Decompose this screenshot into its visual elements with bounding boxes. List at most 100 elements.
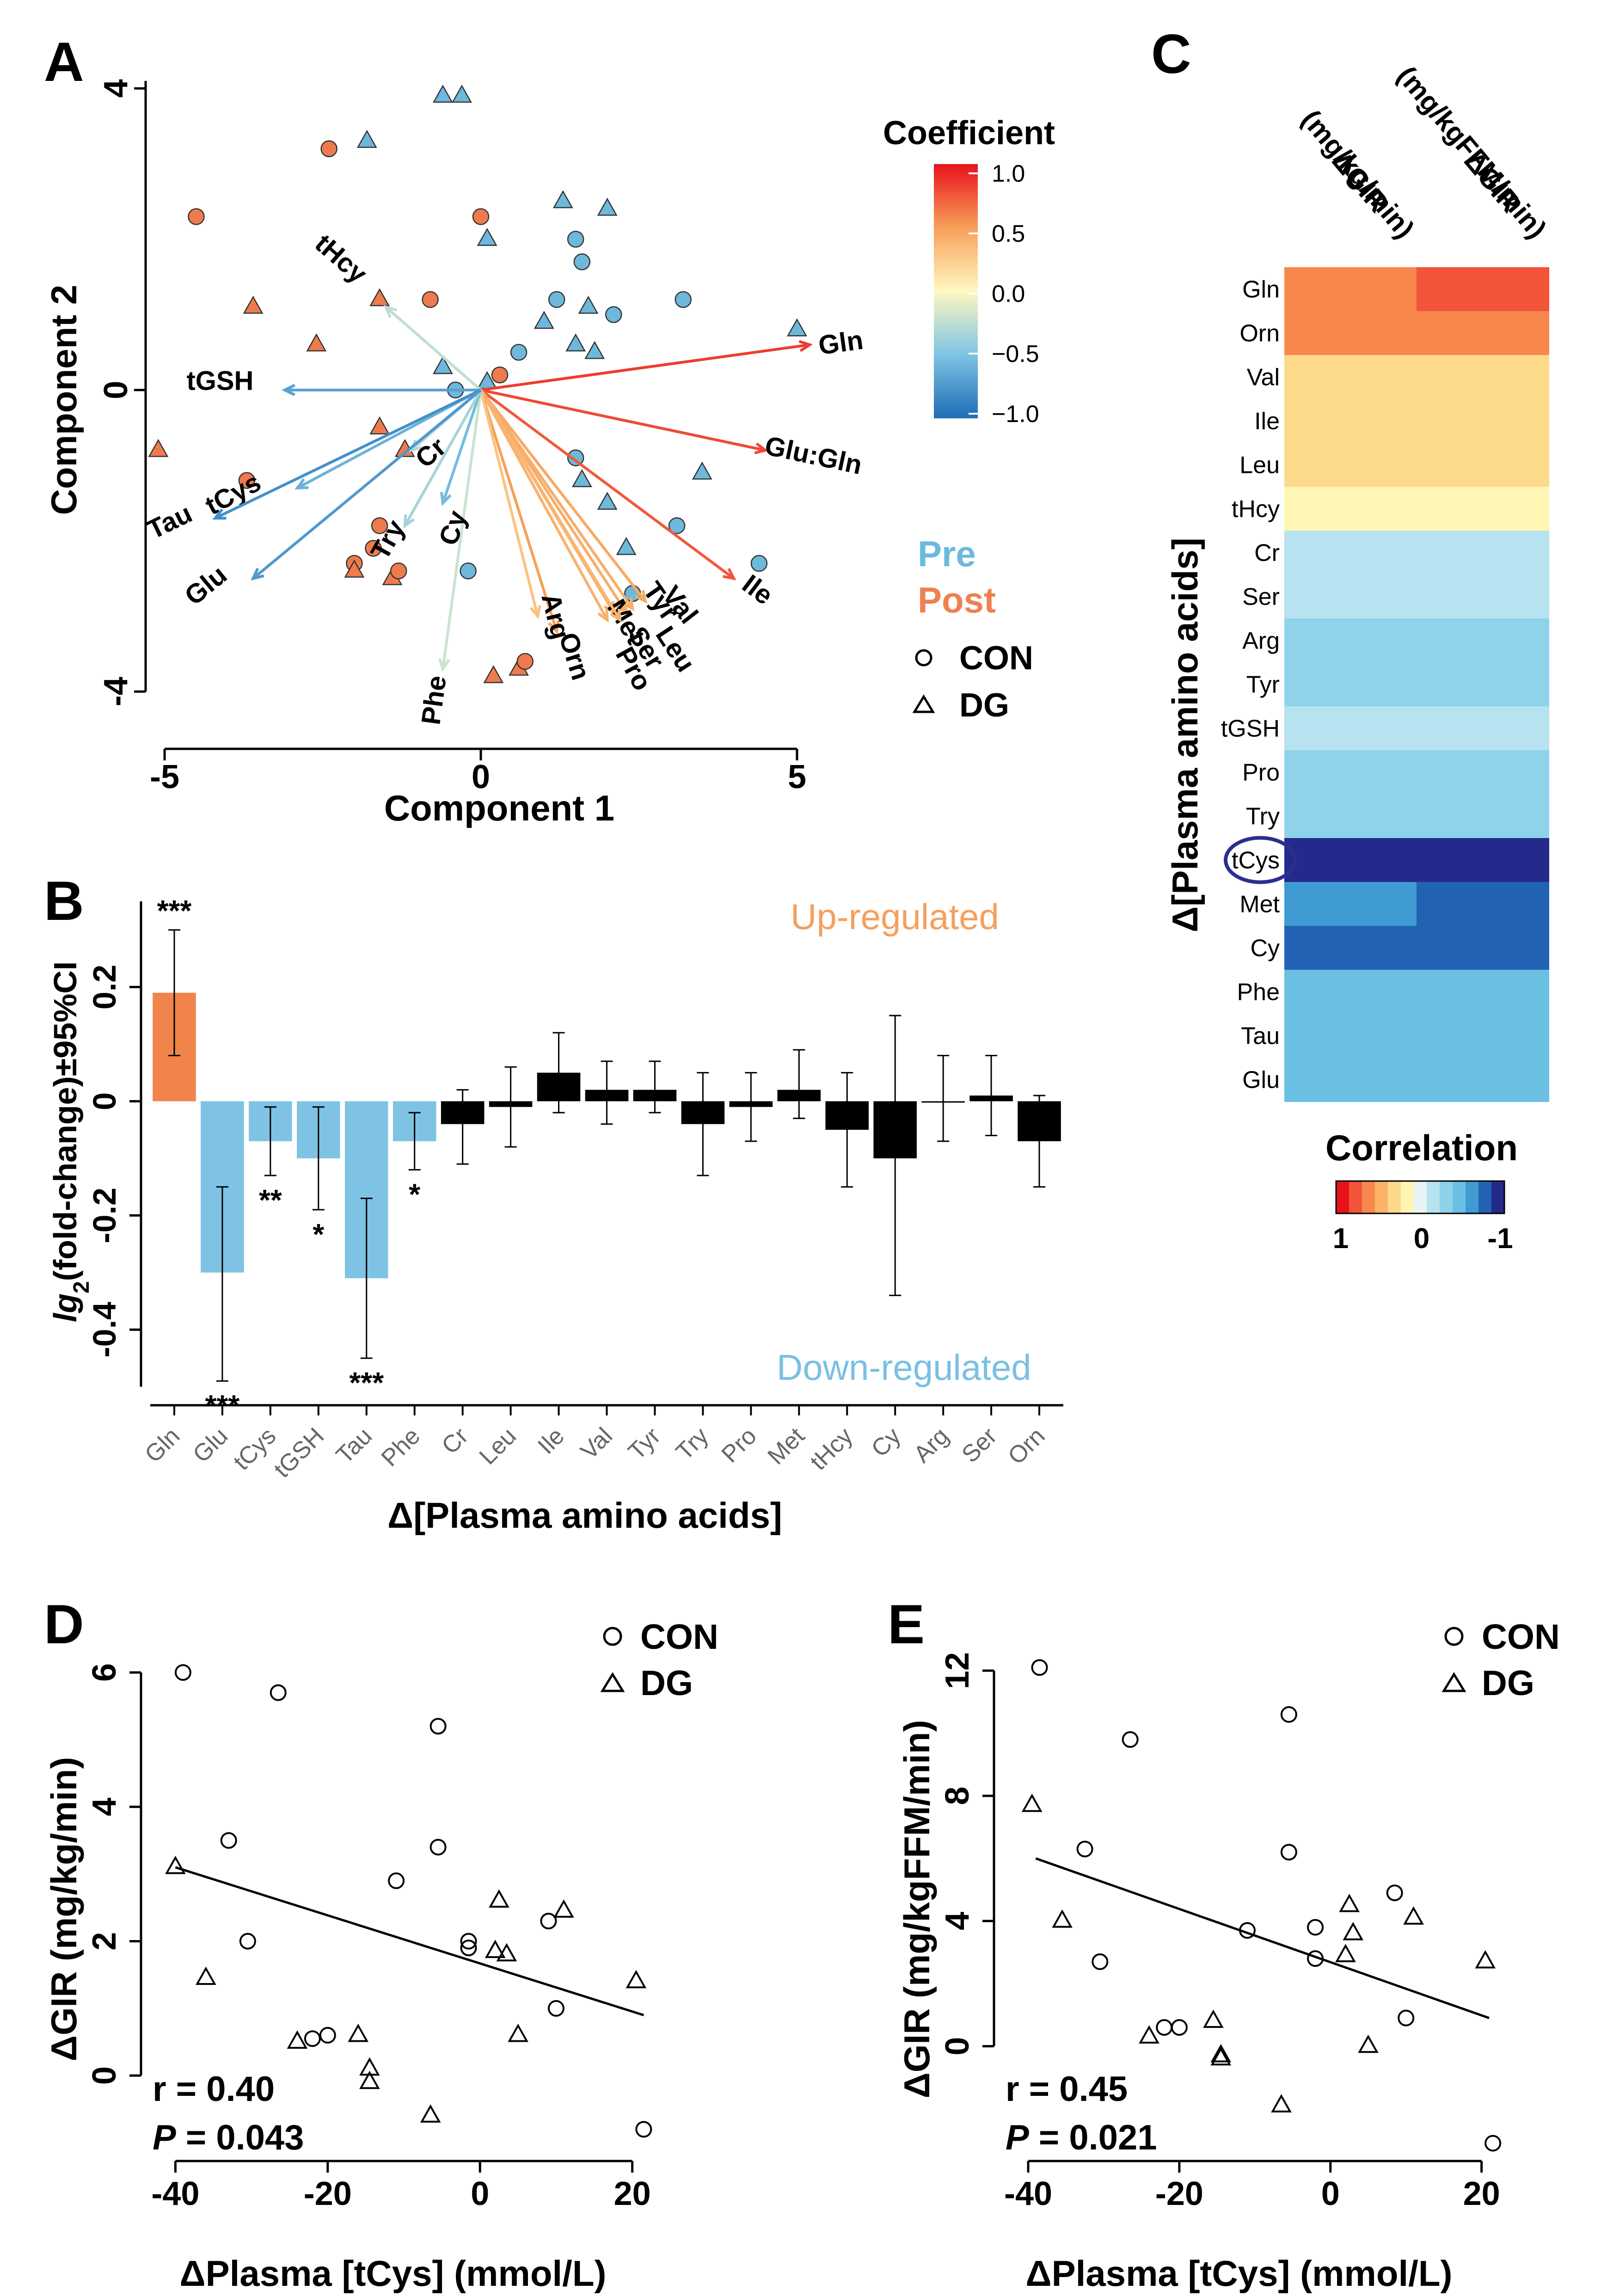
con-point <box>1307 1919 1324 1936</box>
a-point-pre-dg <box>565 333 586 352</box>
con-point <box>1280 1843 1297 1861</box>
dg-point <box>496 1943 517 1962</box>
con-point <box>1307 1950 1324 1967</box>
dg-point <box>508 2023 528 2042</box>
dg-point <box>626 1970 647 1989</box>
scatter-ytick-label: 4 <box>939 1912 976 1930</box>
heat-cell-Arg-1 <box>1417 618 1549 663</box>
heat-cell-Try-1 <box>1417 794 1549 839</box>
correlation-swatch <box>1478 1181 1491 1213</box>
a-point-post-con <box>472 208 490 225</box>
dg-point <box>1339 1893 1360 1912</box>
heat-cell-Gln-0 <box>1284 267 1417 312</box>
dg-point <box>287 2030 308 2049</box>
a-loading-arrowhead-Val <box>634 590 647 604</box>
a-loading-arrowhead-Ile <box>723 568 736 581</box>
legend-dg-triangle-icon <box>912 694 935 713</box>
panel-c-letter: C <box>1151 23 1191 85</box>
b-significance-Tau: *** <box>349 1366 384 1399</box>
heat-cell-tHcy-0 <box>1284 487 1417 531</box>
a-point-post-dg <box>306 333 327 352</box>
tcys-highlight-ellipse <box>1224 836 1297 884</box>
con-point <box>1122 1731 1139 1748</box>
a-loading-arrow-Tau <box>215 388 482 520</box>
heat-row-label-Gln: Gln <box>1242 276 1280 303</box>
panel-d-legend-dg-icon <box>600 1672 625 1692</box>
con-point <box>460 1940 477 1956</box>
a-loading-arrow-Val <box>479 389 647 602</box>
a-point-post-con <box>422 291 439 308</box>
heat-cell-Met-1 <box>1417 882 1549 926</box>
dg-point <box>489 1889 509 1908</box>
a-point-pre-dg <box>477 227 497 246</box>
scatter-xtick-label: -40 <box>1004 2175 1052 2212</box>
a-point-post-dg <box>483 665 504 683</box>
a-point-pre-dg <box>578 295 599 314</box>
heat-row-label-tHcy: tHcy <box>1232 496 1280 523</box>
correlation-swatch <box>1349 1181 1362 1213</box>
panel-c-heatmap: Gln Orn Val Ile Leu tHcy Cr Ser Arg Tyr tGSH Pro Try… <box>1221 267 1549 1102</box>
panel-b-ylabel: lg2(fold-change)±95%CI <box>47 961 94 1322</box>
panel-a-letter: A <box>44 31 84 93</box>
a-point-pre-con <box>548 291 565 308</box>
heat-cell-Ile-1 <box>1417 399 1549 443</box>
heat-row-label-tCys: tCys <box>1232 847 1280 874</box>
a-ytick-label: 0 <box>98 381 135 399</box>
a-point-pre-dg <box>356 129 377 148</box>
coefficient-tick-label: 1.0 <box>992 160 1025 187</box>
con-point <box>429 1718 447 1735</box>
con-point <box>1239 1922 1256 1939</box>
scatter-xtick-label: -20 <box>1155 2175 1203 2212</box>
dg-point <box>1358 2034 1379 2053</box>
panel-d-p: P = 0.043 <box>153 2118 304 2157</box>
panel-e-p: P = 0.021 <box>1006 2118 1157 2157</box>
a-ytick-label: 4 <box>98 79 135 98</box>
a-loading-arrow-Ile <box>480 389 735 580</box>
con-point <box>174 1664 191 1681</box>
con-point <box>460 1933 477 1950</box>
a-loading-label-Gln: Gln <box>816 325 865 361</box>
panel-b-bars: ************* <box>153 894 1061 1422</box>
panel-d-legend-con-icon <box>603 1627 622 1646</box>
con-point <box>304 2030 321 2047</box>
panel-d-letter: D <box>44 1593 84 1655</box>
a-loading-arrow-Glu:Gln <box>480 388 766 452</box>
down-regulated-label: Down-regulated <box>777 1347 1031 1388</box>
a-loading-arrow-Orn <box>479 389 558 632</box>
panel-e-legend-dg-icon <box>1442 1672 1466 1692</box>
heat-row-label-Val: Val <box>1247 364 1280 391</box>
con-point <box>1398 2009 1415 2027</box>
dg-point <box>485 1940 506 1958</box>
heat-cell-Cr-1 <box>1417 531 1549 575</box>
panel-e-xlabel: ΔPlasma [tCys] (mmol/L) <box>1026 2253 1453 2294</box>
dg-point <box>1335 1944 1356 1962</box>
a-loading-arrowhead-Pro <box>597 609 609 623</box>
heat-cell-tCys-1 <box>1417 838 1549 882</box>
con-point <box>1484 2135 1502 2152</box>
a-ytick-label: -4 <box>98 677 135 706</box>
correlation-tick-1: 1 <box>1333 1223 1349 1255</box>
a-xtick-label: 0 <box>472 759 490 796</box>
a-loading-arrowhead-Phe <box>438 658 450 672</box>
dg-point <box>1210 2047 1232 2066</box>
dg-point <box>1052 1909 1073 1928</box>
heat-row-label-Try: Try <box>1246 803 1280 830</box>
scatter-ytick-label: 0 <box>939 2037 976 2056</box>
regression-line <box>1035 1857 1490 2020</box>
a-loading-arrow-tCys <box>296 389 482 490</box>
a-point-pre-dg <box>432 356 453 374</box>
a-point-pre-con <box>567 449 584 466</box>
heat-row-label-Tau: Tau <box>1241 1023 1280 1050</box>
a-point-post-con <box>238 472 256 489</box>
heat-cell-Gln-1 <box>1417 267 1549 312</box>
dg-point <box>1271 2094 1292 2112</box>
heat-row-label-tGSH: tGSH <box>1221 716 1280 742</box>
heat-cell-Ile-0 <box>1284 399 1417 443</box>
heat-cell-Cy-1 <box>1417 926 1549 970</box>
correlation-swatch <box>1453 1181 1466 1213</box>
a-loading-arrowhead-Glu <box>251 568 264 581</box>
heat-cell-Arg-0 <box>1284 618 1417 663</box>
legend-con-circle-icon <box>915 649 932 667</box>
correlation-swatch <box>1336 1181 1349 1213</box>
heat-row-label-Orn: Orn <box>1239 320 1280 347</box>
